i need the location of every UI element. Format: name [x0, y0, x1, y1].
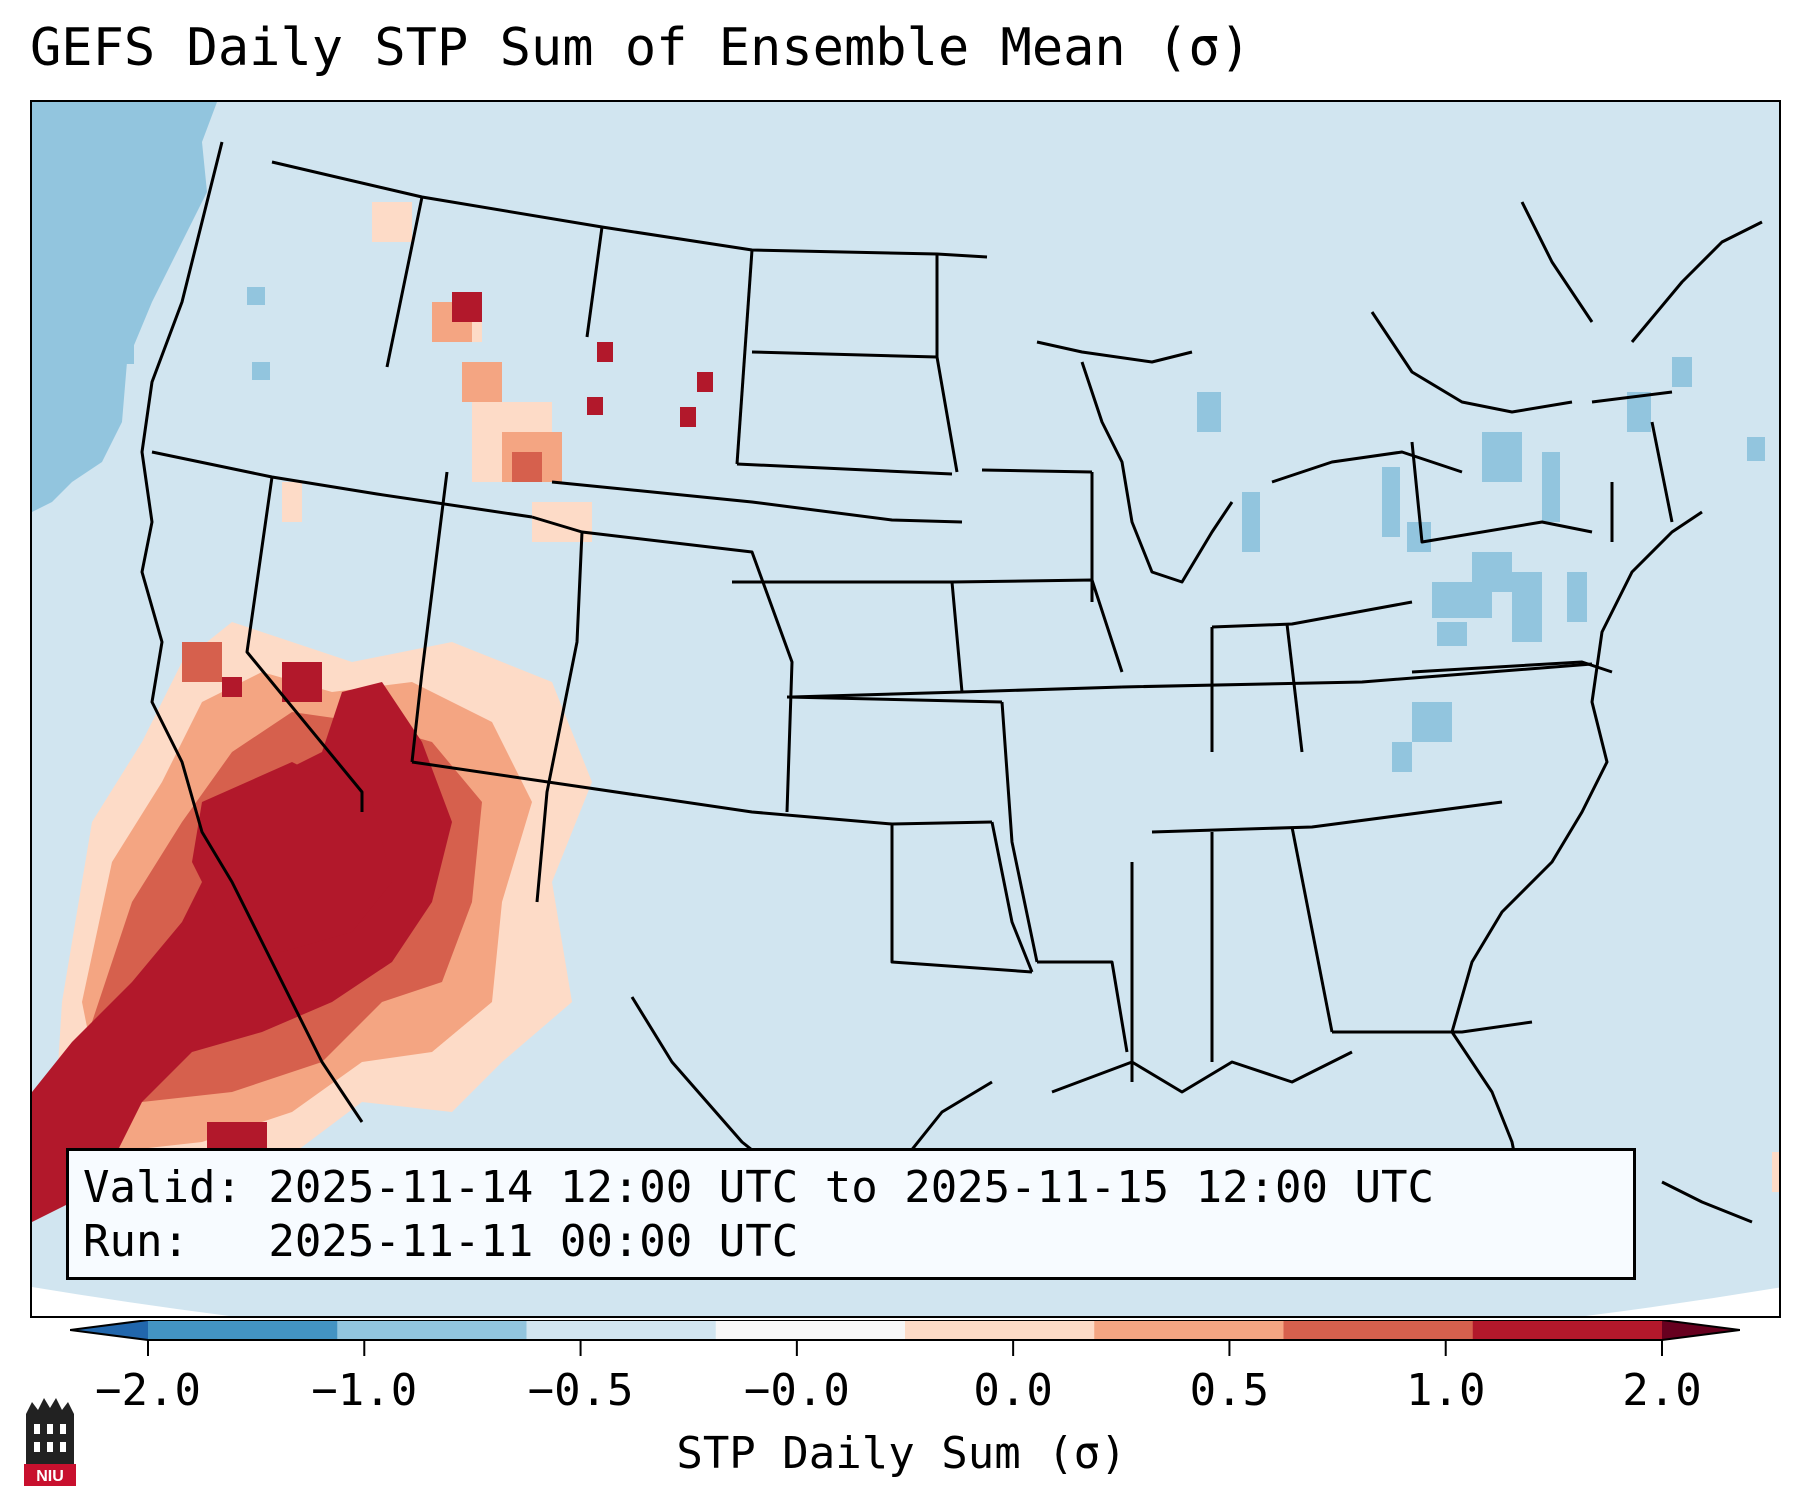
colorbar-ticks [147, 1340, 1663, 1356]
colorbar-tick-label: 0.5 [1189, 1365, 1270, 1416]
validity-info-box: Valid: 2025-11-14 12:00 UTC to 2025-11-1… [66, 1148, 1636, 1280]
colorbar-tick-label: −1.0 [311, 1365, 418, 1416]
colorbar-segment [1283, 1320, 1474, 1340]
chart-title: GEFS Daily STP Sum of Ensemble Mean (σ) [30, 18, 1251, 78]
colorbar-over-extension [1662, 1320, 1740, 1340]
colorbar-segments [148, 1320, 1663, 1340]
negative-anomaly-northeast [1197, 357, 1765, 772]
map-canvas [32, 102, 1779, 1316]
niu-logo: NIU [24, 1398, 76, 1486]
colorbar-tick-label: −0.0 [743, 1365, 850, 1416]
colorbar-segment [337, 1320, 527, 1340]
colorbar-tick-label: −2.0 [95, 1365, 201, 1416]
valid-time-line: Valid: 2025-11-14 12:00 UTC to 2025-11-1… [83, 1162, 1435, 1213]
colorbar-segment [715, 1320, 906, 1340]
colorbar-tick-label: 1.0 [1405, 1365, 1486, 1416]
colorbar [70, 1320, 1740, 1356]
colorbar-segment [526, 1320, 717, 1340]
colorbar-segment [148, 1320, 338, 1340]
niu-logo-text: NIU [36, 1468, 64, 1485]
negative-anomaly-pacific [32, 102, 270, 512]
run-time-line: Run: 2025-11-11 00:00 UTC [83, 1216, 799, 1267]
colorbar-under-extension [70, 1320, 148, 1340]
colorbar-segment [905, 1320, 1095, 1340]
colorbar-tick-label: 0.0 [973, 1365, 1053, 1416]
colorbar-segment [1094, 1320, 1284, 1340]
colorbar-label: STP Daily Sum (σ) [676, 1428, 1127, 1479]
colorbar-tick-label: 2.0 [1622, 1365, 1702, 1416]
colorbar-segment [1472, 1320, 1663, 1340]
colorbar-tick-label: −0.5 [527, 1365, 634, 1416]
map-panel [30, 100, 1781, 1318]
